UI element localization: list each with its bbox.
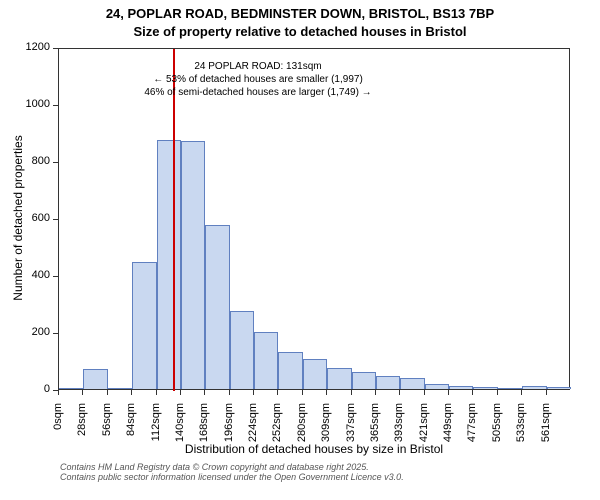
- x-tick-mark: [448, 390, 449, 395]
- y-tick-mark: [53, 105, 58, 106]
- x-tick-mark: [326, 390, 327, 395]
- x-tick-mark: [156, 390, 157, 395]
- y-tick-label: 1200: [14, 41, 50, 53]
- x-tick-mark: [253, 390, 254, 395]
- x-tick-mark: [424, 390, 425, 395]
- x-tick-mark: [131, 390, 132, 395]
- x-tick-label: 224sqm: [247, 403, 259, 453]
- x-tick-label: 140sqm: [174, 403, 186, 453]
- histogram-bar: [327, 368, 351, 389]
- x-tick-label: 28sqm: [76, 403, 88, 453]
- x-tick-mark: [351, 390, 352, 395]
- histogram-bar: [132, 262, 156, 389]
- y-tick-label: 200: [14, 326, 50, 338]
- x-tick-label: 280sqm: [296, 403, 308, 453]
- y-tick-label: 800: [14, 155, 50, 167]
- x-tick-label: 112sqm: [150, 403, 162, 453]
- x-tick-mark: [107, 390, 108, 395]
- x-tick-mark: [58, 390, 59, 395]
- chart-title-line1: 24, POPLAR ROAD, BEDMINSTER DOWN, BRISTO…: [0, 6, 600, 21]
- chart-container: 24, POPLAR ROAD, BEDMINSTER DOWN, BRISTO…: [0, 0, 600, 500]
- x-tick-mark: [497, 390, 498, 395]
- histogram-bar: [59, 388, 83, 389]
- x-tick-mark: [472, 390, 473, 395]
- histogram-bar: [376, 376, 400, 389]
- x-tick-mark: [180, 390, 181, 395]
- histogram-bar: [303, 359, 327, 389]
- y-tick-mark: [53, 162, 58, 163]
- x-tick-label: 533sqm: [515, 403, 527, 453]
- marker-line: [173, 49, 175, 391]
- y-tick-label: 400: [14, 269, 50, 281]
- x-tick-label: 393sqm: [393, 403, 405, 453]
- x-tick-label: 56sqm: [101, 403, 113, 453]
- histogram-bar: [254, 332, 278, 389]
- histogram-bar: [230, 311, 254, 389]
- x-tick-label: 168sqm: [198, 403, 210, 453]
- x-tick-label: 0sqm: [52, 403, 64, 453]
- annotation-line1: 24 POPLAR ROAD: 131sqm: [118, 60, 398, 73]
- y-tick-label: 1000: [14, 98, 50, 110]
- histogram-bar: [425, 384, 449, 389]
- y-tick-label: 600: [14, 212, 50, 224]
- x-tick-label: 449sqm: [442, 403, 454, 453]
- x-tick-label: 477sqm: [466, 403, 478, 453]
- x-tick-label: 561sqm: [540, 403, 552, 453]
- x-tick-mark: [375, 390, 376, 395]
- histogram-bar: [498, 388, 522, 389]
- y-tick-mark: [53, 48, 58, 49]
- x-tick-label: 337sqm: [345, 403, 357, 453]
- histogram-bar: [157, 140, 181, 389]
- x-tick-label: 196sqm: [223, 403, 235, 453]
- x-tick-label: 309sqm: [320, 403, 332, 453]
- histogram-bar: [181, 141, 205, 389]
- histogram-bar: [547, 387, 571, 389]
- x-tick-mark: [399, 390, 400, 395]
- x-tick-mark: [82, 390, 83, 395]
- footer-attribution: Contains HM Land Registry data © Crown c…: [60, 462, 404, 482]
- x-tick-label: 84sqm: [125, 403, 137, 453]
- annotation-line3: 46% of semi-detached houses are larger (…: [118, 86, 398, 99]
- y-tick-label: 0: [14, 383, 50, 395]
- histogram-bar: [449, 386, 473, 389]
- histogram-bar: [352, 372, 376, 389]
- x-tick-label: 505sqm: [491, 403, 503, 453]
- chart-title-line2: Size of property relative to detached ho…: [0, 24, 600, 39]
- x-tick-label: 421sqm: [418, 403, 430, 453]
- histogram-bar: [205, 225, 229, 389]
- footer-line2: Contains public sector information licen…: [60, 472, 404, 482]
- footer-line1: Contains HM Land Registry data © Crown c…: [60, 462, 404, 472]
- plot-area: [58, 48, 570, 390]
- x-tick-mark: [277, 390, 278, 395]
- histogram-bar: [278, 352, 302, 389]
- histogram-bar: [400, 378, 424, 389]
- histogram-bar: [522, 386, 546, 389]
- x-tick-mark: [521, 390, 522, 395]
- x-tick-mark: [229, 390, 230, 395]
- x-tick-label: 252sqm: [271, 403, 283, 453]
- x-tick-mark: [546, 390, 547, 395]
- histogram-bar: [83, 369, 107, 389]
- y-tick-mark: [53, 276, 58, 277]
- annotation-line2: ← 53% of detached houses are smaller (1,…: [118, 73, 398, 86]
- histogram-bar: [473, 387, 497, 389]
- histogram-bar: [108, 388, 132, 389]
- y-tick-mark: [53, 333, 58, 334]
- marker-annotation: 24 POPLAR ROAD: 131sqm ← 53% of detached…: [118, 60, 398, 99]
- y-tick-mark: [53, 219, 58, 220]
- x-tick-label: 365sqm: [369, 403, 381, 453]
- x-tick-mark: [302, 390, 303, 395]
- x-tick-mark: [204, 390, 205, 395]
